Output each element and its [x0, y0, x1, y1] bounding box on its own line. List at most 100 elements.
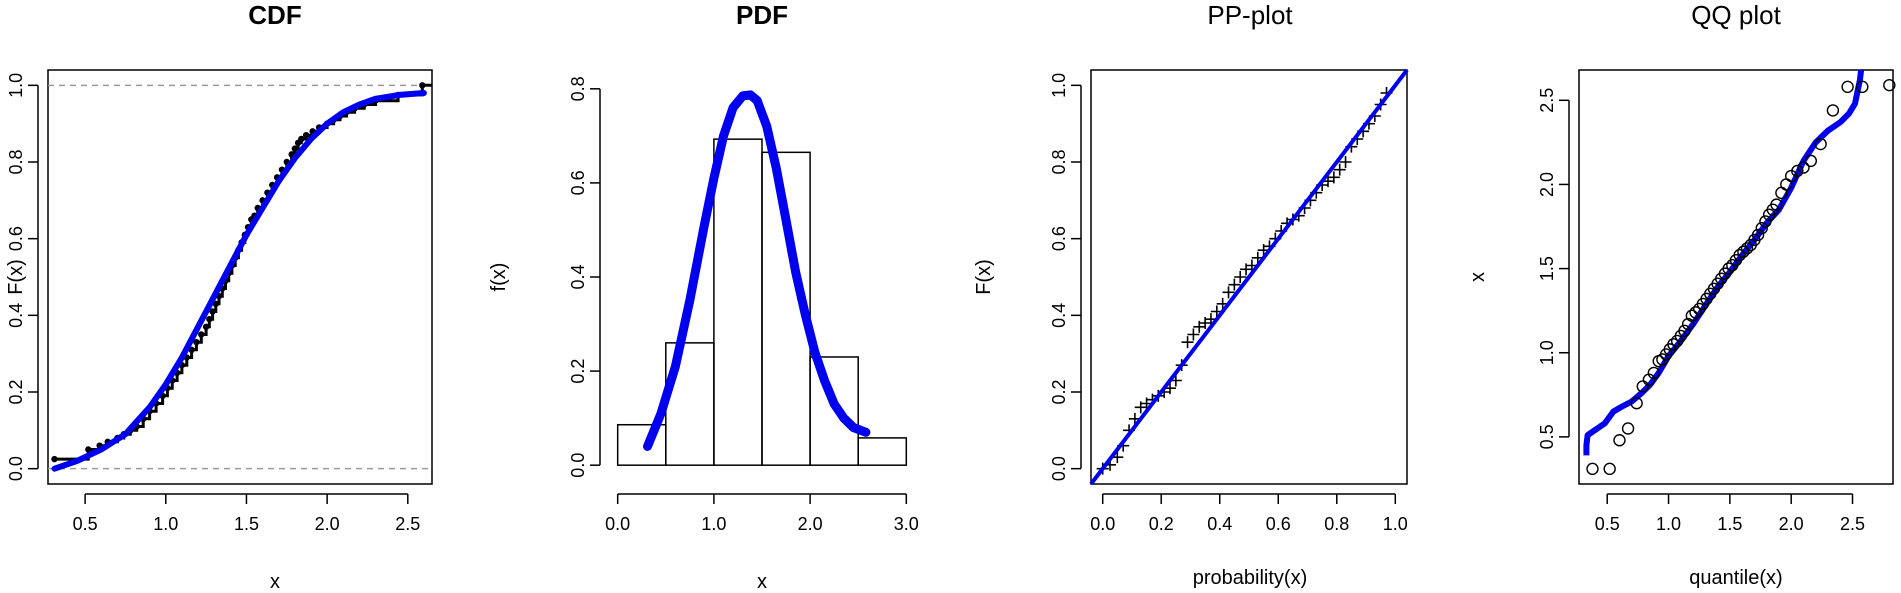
- pdf-x-tick-label: 2.0: [798, 514, 823, 534]
- pp-point: [1327, 171, 1340, 184]
- qq-point: [1770, 198, 1783, 211]
- qq-point: [1603, 462, 1616, 476]
- pp-point: [1187, 328, 1200, 341]
- pdf-x-label: x: [757, 571, 767, 593]
- qq-y-tick-label: 2.0: [1537, 172, 1557, 197]
- qq-point: [1737, 245, 1750, 258]
- qq-y-tick-label: 0.5: [1537, 424, 1557, 449]
- qq-x-tick-label: 0.5: [1595, 514, 1620, 534]
- pdf-y-tick-label: 0.8: [568, 76, 588, 101]
- cdf-y-tick-label: 0.4: [6, 303, 26, 328]
- cdf-y-axis: 0.0 0.2 0.4 0.6 0.8 1.0: [6, 73, 39, 481]
- qq-x-tick-label: 2.5: [1840, 514, 1865, 534]
- qq-x-tick-label: 2.0: [1779, 514, 1804, 534]
- cdf-x-tick-label: 0.5: [73, 514, 98, 534]
- cdf-title: CDF: [248, 0, 301, 30]
- qq-point: [1689, 306, 1702, 319]
- cdf-empirical-step-line: [54, 83, 432, 461]
- pp-point: [1339, 156, 1352, 168]
- cdf-x-axis: 0.5 1.0 1.5 2.0 2.5: [73, 493, 420, 534]
- pdf-bar: [809, 356, 859, 466]
- qq-point: [1678, 324, 1691, 338]
- qq-points: [1586, 78, 1896, 476]
- pdf-fitted-curve: [643, 90, 871, 451]
- cdf-x-label: x: [270, 571, 280, 593]
- qq-point: [1685, 309, 1699, 322]
- pdf-y-tick-label: 0.2: [568, 359, 588, 384]
- qq-point: [1856, 80, 1869, 94]
- qq-panel: QQ plot 0.5 1.0 1.5 2.0 2.5 0.51.01.52.02.5 …: [1467, 0, 1896, 589]
- qq-x-axis: 0.5 1.0 1.5 2.0 2.5: [1595, 493, 1865, 534]
- qq-y-tick-label: 1.0: [1537, 340, 1557, 365]
- pp-x-tick-label: 0.2: [1149, 514, 1174, 534]
- qq-point: [1740, 242, 1754, 255]
- pdf-y-tick-label: 0.6: [568, 170, 588, 195]
- pp-x-tick-label: 1.0: [1383, 514, 1408, 534]
- qq-point: [1804, 154, 1818, 168]
- cdf-x-tick-label: 2.0: [315, 514, 340, 534]
- qq-x-tick-label: 1.5: [1717, 514, 1742, 534]
- qq-title: QQ plot: [1691, 0, 1781, 30]
- qq-point: [1759, 215, 1772, 228]
- qq-y-axis: 0.5 1.0 1.5 2.0 2.5: [1537, 88, 1570, 449]
- cdf-y-tick-label: 0.2: [6, 379, 26, 404]
- qq-point: [1613, 434, 1626, 447]
- pp-x-tick-label: 0.8: [1324, 514, 1349, 534]
- pp-panel: PP-plot 0.0 0.2 0.4 0.6 0.8 1.0 0.00.20.40.60…: [973, 0, 1409, 589]
- pp-point: [1222, 286, 1235, 299]
- pp-identity-line: [1089, 68, 1409, 486]
- cdf-fitted-curve: [51, 90, 427, 472]
- cdf-empirical-points: [51, 82, 426, 463]
- pdf-y-label: f(x): [488, 263, 510, 292]
- qq-point: [1791, 164, 1804, 178]
- qq-point: [1636, 380, 1649, 393]
- qq-point: [1755, 221, 1768, 235]
- qq-point: [1681, 317, 1695, 331]
- cdf-y-label: F(x): [5, 259, 27, 295]
- pdf-y-tick-label: 0.4: [568, 264, 588, 289]
- pdf-histogram: [616, 138, 908, 466]
- qq-point: [1630, 397, 1643, 410]
- qq-x-label: quantile(x): [1689, 567, 1782, 589]
- cdf-point: [51, 455, 58, 463]
- qq-point: [1751, 228, 1765, 242]
- cdf-y-tick-label: 0.6: [6, 226, 26, 251]
- qq-plot-frame: [1578, 69, 1894, 485]
- pp-y-tick-label: 0.2: [1049, 379, 1069, 404]
- qq-y-label: x: [1467, 272, 1489, 282]
- pdf-y-axis: 0.0 0.2 0.4 0.6 0.8: [568, 76, 601, 478]
- pp-x-tick-label: 0.0: [1090, 514, 1115, 534]
- qq-point: [1797, 161, 1810, 174]
- pp-y-tick-label: 0.0: [1049, 456, 1069, 481]
- pp-y-tick-label: 0.8: [1049, 149, 1069, 174]
- qq-point: [1883, 78, 1896, 92]
- qq-point: [1814, 137, 1827, 151]
- pp-y-tick-label: 0.6: [1049, 226, 1069, 251]
- pp-point: [1228, 278, 1241, 291]
- qq-point: [1841, 80, 1854, 94]
- cdf-x-tick-label: 1.0: [153, 514, 178, 534]
- qq-y-tick-label: 2.5: [1537, 88, 1557, 113]
- cdf-y-tick-label: 0.0: [6, 456, 26, 481]
- qq-y-tick-label: 1.5: [1537, 256, 1557, 281]
- cdf-panel: CDF 0.5 1.0 1.5 2.0 2.5 0.0 0.2 0.4 0.6 0.8 1.0 x…: [5, 0, 433, 593]
- pdf-title: PDF: [736, 0, 788, 30]
- pp-x-tick-label: 0.6: [1266, 514, 1291, 534]
- pp-points: [1096, 87, 1393, 475]
- pdf-panel: PDF 0.0 1.0 2.0 3.0 0.0 0.2 0.4 0.6 0.8 x f(x): [488, 0, 919, 593]
- pdf-bar: [857, 437, 908, 466]
- pdf-x-tick-label: 1.0: [701, 514, 726, 534]
- pp-title: PP-plot: [1207, 0, 1293, 30]
- qq-point: [1586, 462, 1599, 476]
- pdf-bar: [713, 138, 763, 466]
- qq-point: [1722, 262, 1735, 275]
- cdf-x-tick-label: 2.5: [395, 514, 420, 534]
- cdf-x-tick-label: 1.5: [234, 514, 259, 534]
- pdf-x-axis: 0.0 1.0 2.0 3.0: [605, 493, 919, 534]
- pdf-x-tick-label: 3.0: [894, 514, 919, 534]
- qq-point: [1647, 366, 1661, 380]
- pp-x-label: probability(x): [1193, 567, 1307, 589]
- qq-point: [1826, 104, 1840, 117]
- pp-point: [1234, 271, 1247, 283]
